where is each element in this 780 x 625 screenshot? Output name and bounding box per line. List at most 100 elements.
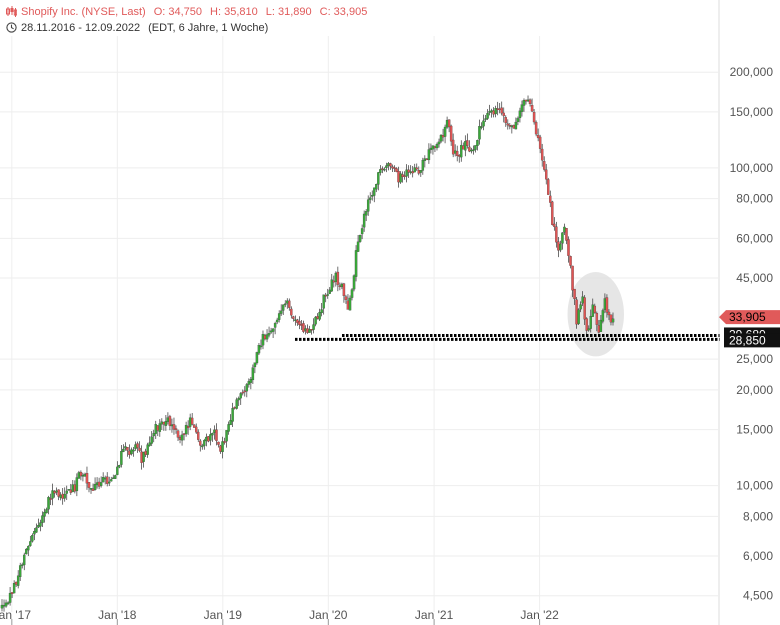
candle-body <box>449 125 453 142</box>
candle <box>253 362 257 374</box>
candle <box>371 190 374 201</box>
candle <box>528 98 532 107</box>
candle-body <box>269 330 273 333</box>
candle-body <box>184 425 188 435</box>
candle-body <box>27 546 30 551</box>
candle-body <box>251 367 255 381</box>
candle-body <box>231 408 234 422</box>
candle <box>124 442 127 451</box>
candle-body <box>275 319 279 323</box>
candle-body <box>387 163 390 167</box>
candle <box>364 209 368 222</box>
candle-body <box>105 476 109 484</box>
candle <box>118 464 121 469</box>
candle <box>14 581 18 587</box>
candle <box>383 167 386 172</box>
candle-body <box>166 417 170 422</box>
candle-body <box>122 448 125 452</box>
candle-body <box>53 491 56 494</box>
candle-body <box>259 345 263 348</box>
candle-body <box>605 297 609 313</box>
candle-body <box>334 272 338 282</box>
candle <box>547 177 550 195</box>
candle <box>87 482 91 493</box>
chart-header-quote: Shopify Inc. (NYSE, Last) O: 34,750 H: 35,… <box>6 6 375 18</box>
grid-lines <box>0 36 718 612</box>
candle <box>447 119 451 133</box>
candle-body <box>190 417 194 425</box>
candle <box>486 109 489 121</box>
candle <box>415 163 418 171</box>
support-label: 28,850 <box>729 333 766 347</box>
candle-body <box>213 429 216 433</box>
candle-body <box>429 147 433 150</box>
candle <box>551 200 554 226</box>
candle-body <box>368 197 372 200</box>
candle <box>575 296 578 329</box>
candle <box>397 166 400 188</box>
candle <box>12 580 16 594</box>
candle <box>342 282 346 303</box>
candle <box>445 116 449 129</box>
candle <box>330 273 334 292</box>
candle <box>37 518 40 529</box>
candle-body <box>443 126 447 137</box>
candle-body <box>551 201 554 225</box>
candle-body <box>158 423 162 432</box>
candle-body <box>322 294 325 309</box>
candle-body <box>124 446 127 449</box>
candle-body <box>427 149 431 161</box>
candle-body <box>373 187 376 196</box>
candle <box>211 432 214 442</box>
candle <box>569 255 572 269</box>
last-price-box <box>719 310 780 325</box>
candle <box>577 308 580 325</box>
candle-body <box>188 417 192 427</box>
candle-body <box>393 167 396 169</box>
candle-body <box>35 527 38 533</box>
candle <box>395 167 398 173</box>
candle <box>229 414 232 426</box>
candle-body <box>271 328 275 332</box>
candle-body <box>587 328 590 331</box>
candle-body <box>281 304 285 311</box>
candle-body <box>273 323 277 328</box>
candle-body <box>152 433 155 437</box>
candle <box>186 420 190 435</box>
candle <box>243 386 247 397</box>
candle-body <box>573 288 576 300</box>
candle <box>25 547 28 555</box>
y-tick-label: 45,000 <box>736 271 773 285</box>
candle <box>288 298 291 311</box>
candle <box>306 324 309 334</box>
candle-body <box>593 305 597 313</box>
y-tick-label: 200,000 <box>730 65 774 79</box>
candle-body <box>510 125 514 128</box>
candle <box>63 487 66 502</box>
candle-body <box>518 110 522 119</box>
candle-body <box>571 265 574 291</box>
candle-body <box>585 318 588 331</box>
candle <box>247 378 251 388</box>
candle <box>389 162 392 170</box>
candle-body <box>589 315 592 329</box>
candle-body <box>300 324 303 326</box>
candle <box>354 245 358 282</box>
candle <box>399 171 402 184</box>
candle-body <box>83 474 87 477</box>
candle-body <box>95 482 99 485</box>
candle-body <box>464 141 467 151</box>
candle-body <box>563 226 566 233</box>
candle <box>449 124 453 146</box>
candle <box>366 195 370 216</box>
candle-body <box>346 300 350 310</box>
candle-body <box>302 323 305 332</box>
candle <box>508 122 512 130</box>
candle <box>57 489 60 501</box>
candle <box>27 545 30 557</box>
candle <box>516 116 520 126</box>
candle-body <box>292 316 295 319</box>
candle <box>290 306 293 319</box>
candle <box>277 310 281 323</box>
candle <box>518 107 522 123</box>
